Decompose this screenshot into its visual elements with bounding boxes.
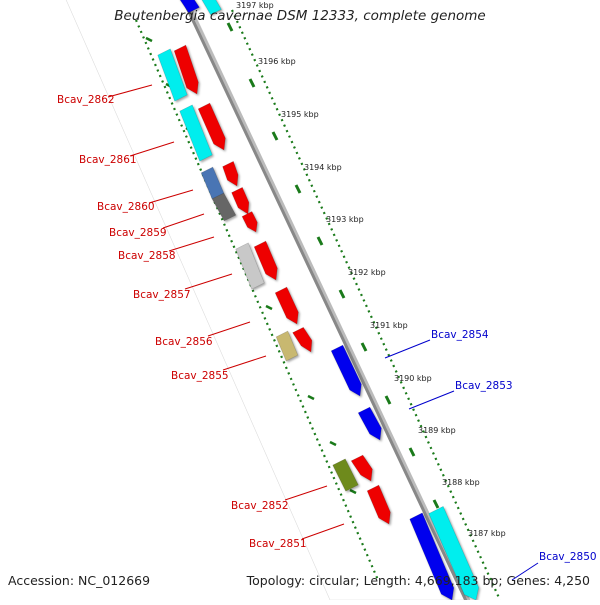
gene-labels: Bcav_2862 Bcav_2861 Bcav_2860 Bcav_2859 Bcav… — [57, 84, 597, 581]
gene-label-left: Bcav_2856 — [155, 336, 213, 348]
gene-arrow-red — [231, 186, 250, 215]
gene-leader-line — [168, 236, 215, 252]
outer-track-band — [204, 0, 486, 600]
gene-arrow-blue — [409, 512, 455, 601]
gene-arrow-red — [292, 326, 313, 353]
kbp-label: 3188 kbp — [442, 478, 480, 487]
gene-leader-line — [301, 523, 345, 540]
gene-arrow-red — [274, 286, 299, 325]
genome-axis — [181, 0, 470, 605]
kbp-label: 3194 kbp — [304, 163, 342, 172]
gene-leader-line — [207, 321, 251, 337]
kbp-tick — [294, 184, 302, 194]
kbp-label: 3187 kbp — [468, 529, 506, 538]
gene-label-right: Bcav_2854 — [431, 329, 489, 341]
gene-leader-line — [129, 141, 175, 157]
kbp-label: 3196 kbp — [258, 57, 296, 66]
kbp-label: 3195 kbp — [281, 110, 319, 119]
gene-arrow-blue — [330, 344, 362, 397]
gene-block-lightgray — [235, 242, 265, 290]
ruler-outer — [230, 9, 502, 601]
gene-leader-line — [184, 273, 233, 290]
gene-leader-line — [148, 189, 194, 204]
gene-arrow-red — [241, 211, 258, 233]
gene-arrow-red — [253, 240, 278, 281]
kbp-label: 3190 kbp — [394, 374, 432, 383]
ruler-tick — [145, 36, 153, 43]
gene-leader-line — [284, 485, 328, 501]
gene-arrow-cyan — [428, 506, 479, 601]
gene-leader-line — [384, 339, 431, 359]
gene-leader-line — [162, 213, 205, 229]
gene-label-left: Bcav_2861 — [79, 154, 137, 166]
genome-axis-shadow — [182, 0, 473, 605]
gene-arrow-red — [197, 102, 226, 151]
gene-label-left: Bcav_2859 — [109, 227, 167, 239]
gene-block-blue — [179, 0, 200, 14]
map-axes: 3197 kbp 3196 kbp 3195 kbp 3194 kbp 3193 kbp… — [65, 0, 506, 605]
genome-title: Beutenbergia cavernae DSM 12333, complet… — [114, 8, 486, 24]
gene-block-olive — [332, 458, 359, 492]
kbp-label: 3192 kbp — [348, 268, 386, 277]
kbp-tick — [408, 447, 416, 457]
ruler-tick — [307, 394, 315, 401]
gene-leader-line — [222, 355, 267, 371]
gene-block-cyan — [179, 104, 213, 162]
gene-label-left: Bcav_2862 — [57, 94, 115, 106]
gene-label-left: Bcav_2860 — [97, 201, 155, 213]
gene-arrow-blue — [357, 406, 382, 441]
kbp-tick — [316, 236, 324, 246]
gene-arrow-red — [222, 160, 239, 187]
ruler-tick — [349, 488, 357, 495]
gene-leader-line — [511, 562, 539, 581]
kbp-tick — [360, 342, 368, 352]
gene-block-khaki — [275, 330, 299, 362]
kbp-label: 3193 kbp — [326, 215, 364, 224]
kbp-label: 3191 kbp — [370, 321, 408, 330]
kbp-tick — [432, 499, 440, 509]
gene-label-left: Bcav_2855 — [171, 370, 229, 382]
gene-arrow-red — [173, 44, 199, 95]
topology-text: Topology: circular; Length: 4,669,183 bp… — [246, 573, 590, 588]
gene-block-cyan — [201, 0, 222, 16]
gene-arrow-red — [350, 454, 373, 482]
gene-label-left: Bcav_2852 — [231, 500, 289, 512]
gene-label-left: Bcav_2857 — [133, 289, 191, 301]
gene-features — [157, 0, 479, 601]
kbp-tick — [248, 78, 256, 88]
gene-label-left: Bcav_2851 — [249, 538, 307, 550]
kbp-tick — [271, 131, 279, 141]
gene-leader-line — [408, 390, 455, 410]
gene-block-cyan — [157, 48, 188, 102]
kbp-label: 3197 kbp — [236, 1, 274, 10]
gene-label-right: Bcav_2850 — [539, 551, 597, 563]
ruler-tick — [329, 440, 337, 447]
gene-block-darkgray — [211, 192, 237, 222]
gene-label-right: Bcav_2853 — [455, 380, 513, 392]
accession-text: Accession: NC_012669 — [8, 573, 151, 588]
kbp-tick — [226, 22, 234, 32]
kbp-label: 3189 kbp — [418, 426, 456, 435]
kbp-tick — [384, 395, 392, 405]
gene-arrow-red — [366, 484, 391, 525]
kbp-tick — [338, 289, 346, 299]
gene-leader-line — [107, 84, 153, 98]
gene-label-left: Bcav_2858 — [118, 250, 176, 262]
ruler-tick — [265, 304, 273, 311]
